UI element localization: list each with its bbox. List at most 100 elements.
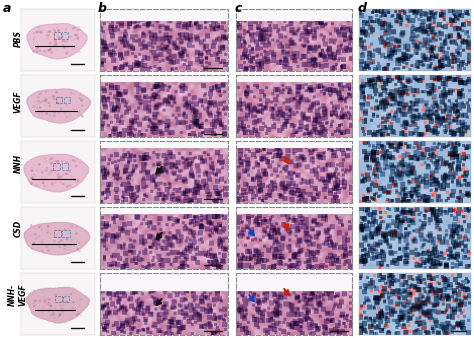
Circle shape (42, 172, 43, 173)
Circle shape (75, 34, 76, 36)
Circle shape (45, 100, 47, 102)
Circle shape (32, 177, 34, 178)
Circle shape (33, 308, 34, 309)
Circle shape (48, 31, 51, 32)
Circle shape (78, 166, 80, 168)
Circle shape (66, 186, 68, 187)
Circle shape (53, 43, 54, 44)
Circle shape (54, 240, 55, 241)
Circle shape (46, 246, 48, 248)
Circle shape (33, 50, 35, 52)
Circle shape (53, 312, 54, 313)
Polygon shape (27, 89, 91, 123)
Circle shape (33, 243, 35, 244)
Circle shape (55, 163, 56, 165)
Circle shape (70, 239, 72, 240)
Circle shape (42, 240, 43, 241)
Text: CSD: CSD (14, 219, 22, 237)
Circle shape (51, 158, 52, 159)
Circle shape (66, 40, 67, 41)
Polygon shape (27, 24, 87, 59)
Circle shape (51, 184, 52, 185)
Circle shape (59, 101, 61, 103)
Circle shape (38, 226, 40, 228)
Circle shape (39, 107, 41, 108)
Circle shape (73, 308, 75, 309)
Circle shape (58, 290, 60, 292)
Circle shape (50, 233, 52, 235)
Circle shape (35, 234, 36, 235)
Circle shape (74, 294, 75, 296)
Circle shape (65, 29, 66, 30)
Circle shape (71, 230, 72, 231)
Circle shape (50, 48, 51, 49)
Circle shape (66, 238, 68, 240)
Circle shape (52, 183, 53, 184)
Circle shape (50, 163, 52, 164)
Circle shape (48, 250, 49, 251)
Circle shape (44, 158, 45, 159)
Circle shape (59, 103, 61, 105)
Circle shape (66, 162, 67, 163)
Circle shape (64, 248, 65, 249)
Circle shape (53, 95, 55, 97)
Circle shape (45, 99, 47, 100)
Circle shape (39, 102, 41, 103)
Circle shape (71, 290, 72, 291)
Circle shape (49, 238, 51, 240)
Text: d: d (358, 2, 367, 15)
Circle shape (65, 34, 66, 35)
Polygon shape (24, 154, 89, 192)
Circle shape (34, 176, 36, 177)
Circle shape (30, 235, 32, 236)
Circle shape (44, 300, 46, 302)
Bar (62, 32, 68, 39)
Circle shape (73, 93, 75, 94)
Circle shape (55, 44, 57, 45)
Circle shape (45, 304, 46, 305)
Circle shape (53, 96, 54, 97)
Circle shape (79, 161, 81, 162)
Circle shape (80, 163, 82, 164)
Circle shape (37, 96, 39, 98)
Circle shape (74, 46, 75, 47)
Circle shape (47, 308, 49, 309)
Circle shape (41, 229, 42, 230)
Circle shape (31, 239, 33, 241)
Circle shape (70, 115, 71, 116)
Circle shape (58, 113, 59, 114)
Circle shape (31, 177, 32, 179)
Circle shape (78, 108, 80, 110)
Circle shape (44, 158, 46, 159)
Circle shape (44, 186, 45, 187)
Bar (62, 163, 69, 170)
Circle shape (51, 52, 53, 53)
Circle shape (37, 179, 39, 181)
Circle shape (55, 181, 57, 183)
Circle shape (77, 179, 79, 181)
Circle shape (42, 183, 44, 184)
Circle shape (40, 114, 42, 115)
Circle shape (76, 233, 77, 234)
Circle shape (34, 174, 35, 175)
Circle shape (49, 43, 50, 44)
Circle shape (41, 242, 43, 244)
Circle shape (58, 177, 59, 178)
Circle shape (53, 107, 54, 108)
Circle shape (49, 172, 50, 173)
Circle shape (54, 41, 56, 43)
Circle shape (34, 33, 35, 34)
Circle shape (64, 244, 65, 245)
Circle shape (73, 46, 75, 47)
Circle shape (55, 294, 57, 296)
Circle shape (76, 314, 77, 315)
Circle shape (57, 246, 58, 247)
Circle shape (69, 171, 70, 172)
Circle shape (55, 171, 56, 173)
Circle shape (82, 105, 83, 106)
Circle shape (65, 49, 67, 50)
Circle shape (32, 244, 33, 245)
Circle shape (64, 229, 65, 230)
Circle shape (61, 97, 62, 98)
Circle shape (55, 92, 56, 93)
